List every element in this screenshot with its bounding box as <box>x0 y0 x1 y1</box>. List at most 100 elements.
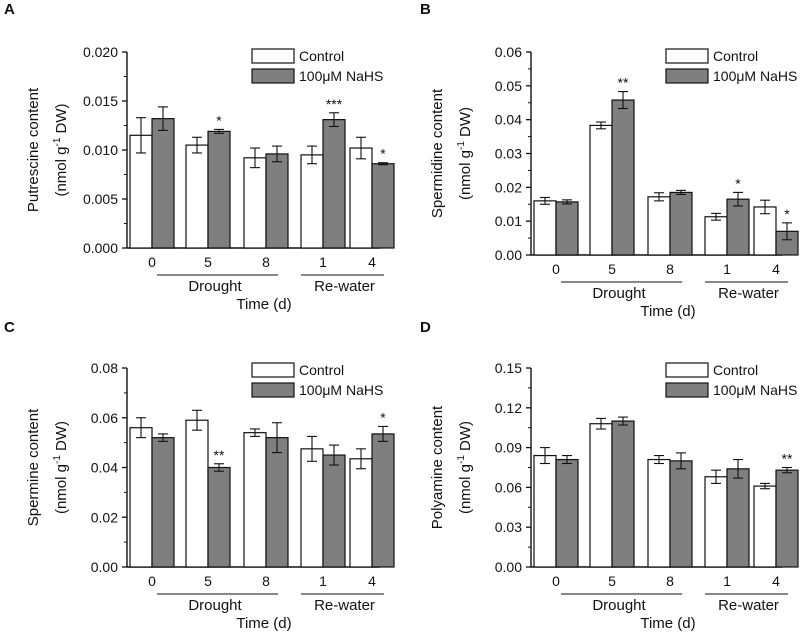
y-tick-label: 0.05 <box>495 78 522 94</box>
bar-control <box>533 454 557 568</box>
legend-swatch-nahs <box>251 382 295 398</box>
x-tick-label: 0 <box>552 573 560 589</box>
x-tick-label: 4 <box>772 573 780 589</box>
y-tick-label: 0.00 <box>91 559 118 575</box>
x-tick-label: 8 <box>666 261 674 277</box>
group-label-rewater: Re-water <box>314 597 375 614</box>
bar-nahs <box>669 460 693 568</box>
bar-nahs <box>555 458 579 568</box>
x-tick-label: 4 <box>772 261 780 277</box>
bar-nahs <box>151 118 175 249</box>
y-axis-title: Spermine content <box>25 408 42 526</box>
y-tick-label: 0.01 <box>495 213 522 229</box>
bar-nahs <box>207 466 231 568</box>
x-tick-label: 1 <box>723 573 731 589</box>
x-tick-label: 1 <box>319 254 327 270</box>
bar-nahs <box>322 119 346 249</box>
panel-a: A 0.000 0.005 0.010 0.015 0.020 Putrescine con… <box>4 1 395 313</box>
bar-control <box>753 485 777 568</box>
y-tick-label: 0.04 <box>91 460 118 476</box>
legend-label-nahs: 100μM NaHS <box>299 382 383 398</box>
y-axis-unit: (nmol g-1 DW) <box>456 421 474 514</box>
bar-control <box>704 216 728 256</box>
y-axis-title: Putrescine content <box>25 87 42 212</box>
panel-c: C 0.00 0.02 0.04 0.06 0.08 Spermine content (nm… <box>4 319 395 632</box>
legend-swatch-control <box>251 48 295 64</box>
y-tick-label: 0.04 <box>495 112 522 128</box>
bar-control <box>243 432 267 568</box>
bar-nahs <box>265 437 289 568</box>
bar-nahs <box>555 201 579 256</box>
y-tick-label: 0.03 <box>495 519 522 535</box>
bar-control <box>129 427 153 568</box>
bar-nahs <box>371 433 395 568</box>
panel-letter: B <box>420 1 431 18</box>
significance-mark: ** <box>782 451 793 467</box>
y-tick-label: 0.12 <box>495 400 522 416</box>
x-tick-label: 5 <box>204 573 212 589</box>
y-tick-label: 0.06 <box>91 410 118 426</box>
y-tick-label: 0.06 <box>495 44 522 60</box>
y-tick-label: 0.03 <box>495 146 522 162</box>
legend-label-control: Control <box>299 48 344 64</box>
legend-label-nahs: 100μM NaHS <box>713 382 797 398</box>
bar-nahs <box>322 454 346 568</box>
significance-mark: *** <box>326 96 343 112</box>
bar-control <box>589 423 613 568</box>
y-tick-label: 0.06 <box>495 479 522 495</box>
significance-mark: * <box>784 206 790 222</box>
bar-nahs <box>151 437 175 568</box>
x-tick-label: 0 <box>552 261 560 277</box>
x-tick-label: 4 <box>368 254 376 270</box>
bar-nahs <box>726 468 750 568</box>
bar-nahs <box>611 99 635 256</box>
bar-control <box>243 157 267 249</box>
x-tick-label: 5 <box>608 573 616 589</box>
legend-label-nahs: 100μM NaHS <box>713 68 797 84</box>
legend-label-control: Control <box>299 362 344 378</box>
x-tick-label: 8 <box>666 573 674 589</box>
bar-control <box>647 458 671 568</box>
panel-letter: D <box>420 319 431 336</box>
y-axis-title: Spermidine content <box>429 88 446 218</box>
group-label-rewater: Re-water <box>718 285 779 302</box>
bar-nahs <box>775 469 799 568</box>
x-axis-title: Time (d) <box>640 303 695 320</box>
y-tick-label: 0.000 <box>83 240 118 256</box>
bar-control <box>533 200 557 256</box>
x-tick-label: 8 <box>262 254 270 270</box>
significance-mark: ** <box>214 447 225 463</box>
significance-mark: * <box>216 112 222 128</box>
group-label-rewater: Re-water <box>718 597 779 614</box>
x-tick-label: 8 <box>262 573 270 589</box>
bar-nahs <box>726 198 750 256</box>
bar-control <box>704 476 728 568</box>
legend-swatch-nahs <box>665 382 709 398</box>
bar-nahs <box>265 153 289 249</box>
y-tick-label: 0.02 <box>495 179 522 195</box>
panel-letter: C <box>4 319 15 336</box>
legend-label-control: Control <box>713 362 758 378</box>
bar-nahs <box>371 163 395 249</box>
y-tick-label: 0.005 <box>83 191 118 207</box>
x-tick-label: 1 <box>319 573 327 589</box>
y-axis-unit: (nmol g-1 DW) <box>456 107 474 200</box>
bar-control <box>185 419 209 568</box>
bar-control <box>647 196 671 256</box>
panel-d: D 0.00 0.03 0.06 0.09 0.12 0.15 Polyamine conte… <box>420 319 799 632</box>
bar-nahs <box>611 420 635 568</box>
legend-swatch-control <box>665 362 709 378</box>
legend-label-nahs: 100μM NaHS <box>299 68 383 84</box>
group-label-drought: Drought <box>188 278 242 295</box>
bar-control <box>300 448 324 568</box>
bar-control <box>589 124 613 256</box>
y-tick-label: 0.020 <box>83 44 118 60</box>
x-tick-label: 5 <box>204 254 212 270</box>
x-tick-label: 5 <box>608 261 616 277</box>
legend-swatch-control <box>251 362 295 378</box>
significance-mark: * <box>380 409 386 425</box>
y-tick-label: 0.00 <box>495 247 522 263</box>
panel-letter: A <box>4 1 15 18</box>
legend-label-control: Control <box>713 48 758 64</box>
